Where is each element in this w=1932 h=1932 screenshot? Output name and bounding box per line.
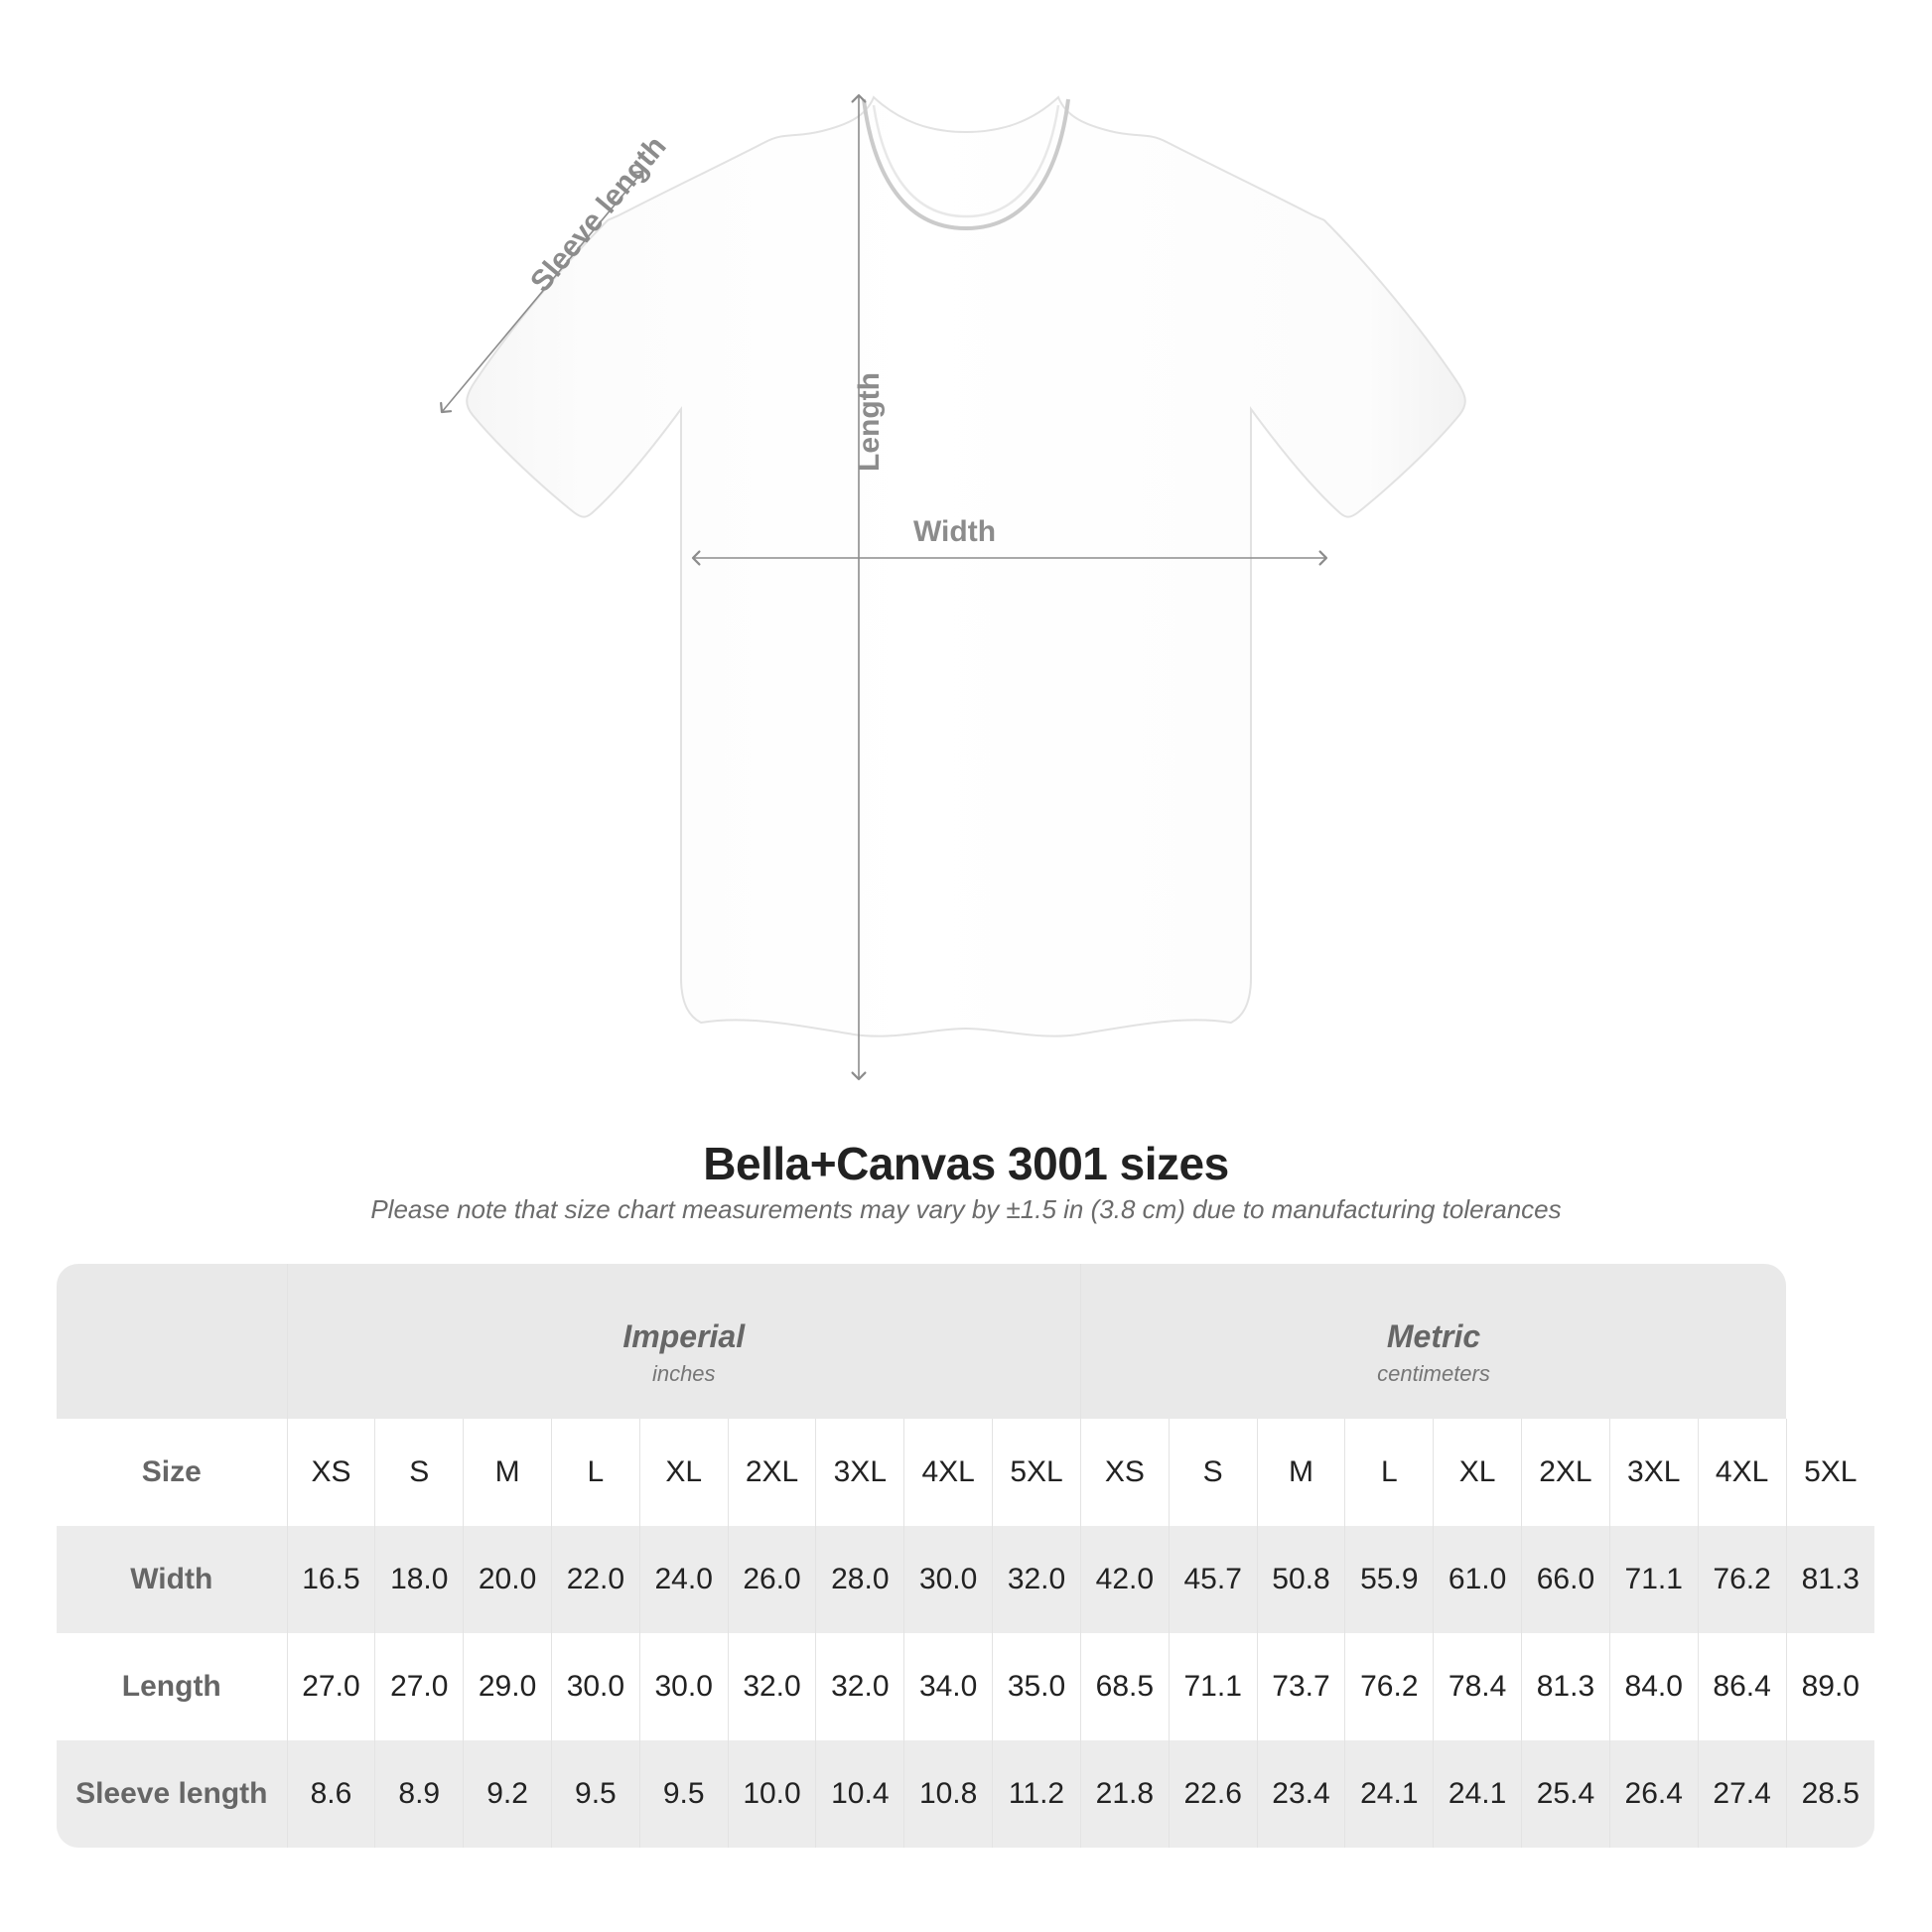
svg-text:Length: Length [853,372,886,472]
svg-text:Width: Width [913,515,996,548]
